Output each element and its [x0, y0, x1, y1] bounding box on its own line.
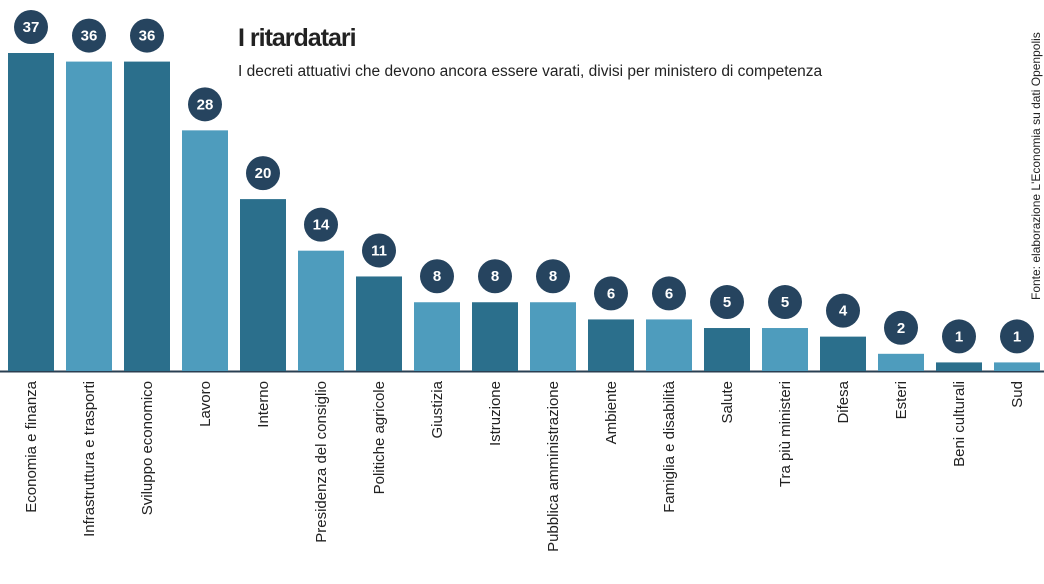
value-badge	[884, 310, 918, 345]
bar	[8, 53, 54, 371]
value-label: 6	[665, 285, 673, 302]
bar	[762, 328, 808, 371]
value-badge	[478, 259, 512, 294]
bar	[820, 336, 866, 371]
value-label: 1	[1013, 328, 1021, 345]
value-label: 8	[549, 268, 557, 285]
bar	[994, 362, 1040, 371]
value-badge	[710, 285, 744, 320]
bar	[588, 319, 634, 371]
value-badge	[826, 293, 860, 328]
value-badge	[304, 207, 338, 242]
value-label: 36	[139, 28, 156, 45]
bar	[356, 276, 402, 371]
x-tick-label: Pubblica amministrazione	[545, 381, 562, 552]
x-tick-label: Politiche agricole	[371, 381, 388, 494]
chart-subtitle: I decreti attuativi che devono ancora es…	[238, 63, 823, 80]
value-badge	[652, 276, 686, 311]
value-label: 11	[371, 242, 387, 259]
x-tick-label: Difesa	[835, 380, 852, 423]
bar	[182, 130, 228, 371]
x-tick-label: Famiglia e disabilità	[661, 380, 678, 512]
x-tick-label: Tra più ministeri	[777, 381, 794, 487]
value-badge	[188, 87, 222, 122]
value-badge	[594, 276, 628, 311]
bar	[240, 199, 286, 371]
bar	[936, 362, 982, 371]
value-badge	[768, 285, 802, 320]
x-tick-label: Istruzione	[487, 381, 504, 446]
value-label: 5	[723, 294, 731, 311]
bar	[414, 302, 460, 371]
value-label: 6	[607, 285, 615, 302]
bar	[124, 61, 170, 371]
value-label: 8	[491, 268, 499, 285]
value-label: 5	[781, 294, 789, 311]
value-badge	[942, 319, 976, 354]
value-badge	[536, 259, 570, 294]
source: Fonte: elaborazione L'Economia su dati O…	[1029, 32, 1043, 300]
x-tick-label: Sviluppo economico	[139, 381, 156, 515]
value-badge	[246, 156, 280, 191]
x-tick-label: Lavoro	[197, 381, 214, 427]
value-label: 14	[313, 217, 330, 234]
x-tick-label: Beni culturali	[951, 381, 968, 467]
value-badge	[14, 10, 48, 44]
value-badge	[362, 233, 396, 268]
bar	[704, 328, 750, 371]
value-label: 20	[255, 165, 272, 182]
x-tick-label: Ambiente	[603, 381, 620, 444]
value-badge	[130, 18, 164, 53]
value-label: 1	[955, 328, 963, 345]
chart-title: I ritardatari	[238, 24, 356, 52]
value-label: 36	[81, 28, 98, 45]
x-tick-label: Economia e finanza	[23, 380, 40, 512]
value-label: 28	[197, 96, 214, 113]
bar	[646, 319, 692, 371]
x-tick-label: Giustizia	[429, 380, 446, 438]
x-tick-label: Esteri	[893, 381, 910, 419]
x-tick-label: Interno	[255, 381, 272, 428]
value-label: 4	[839, 303, 848, 320]
bar	[530, 302, 576, 371]
value-badge	[72, 18, 106, 53]
x-tick-label: Infrastruttura e trasporti	[81, 381, 98, 537]
x-tick-label: Presidenza del consiglio	[313, 381, 330, 543]
x-tick-label: Salute	[719, 381, 736, 424]
bar	[66, 61, 112, 371]
bar	[298, 250, 344, 371]
bar	[472, 302, 518, 371]
value-badge	[420, 259, 454, 294]
value-badge	[1000, 319, 1034, 354]
value-label: 8	[433, 268, 441, 285]
x-tick-label: Sud	[1009, 381, 1026, 408]
bar	[878, 353, 924, 371]
value-label: 37	[23, 19, 40, 36]
value-label: 2	[897, 320, 905, 337]
